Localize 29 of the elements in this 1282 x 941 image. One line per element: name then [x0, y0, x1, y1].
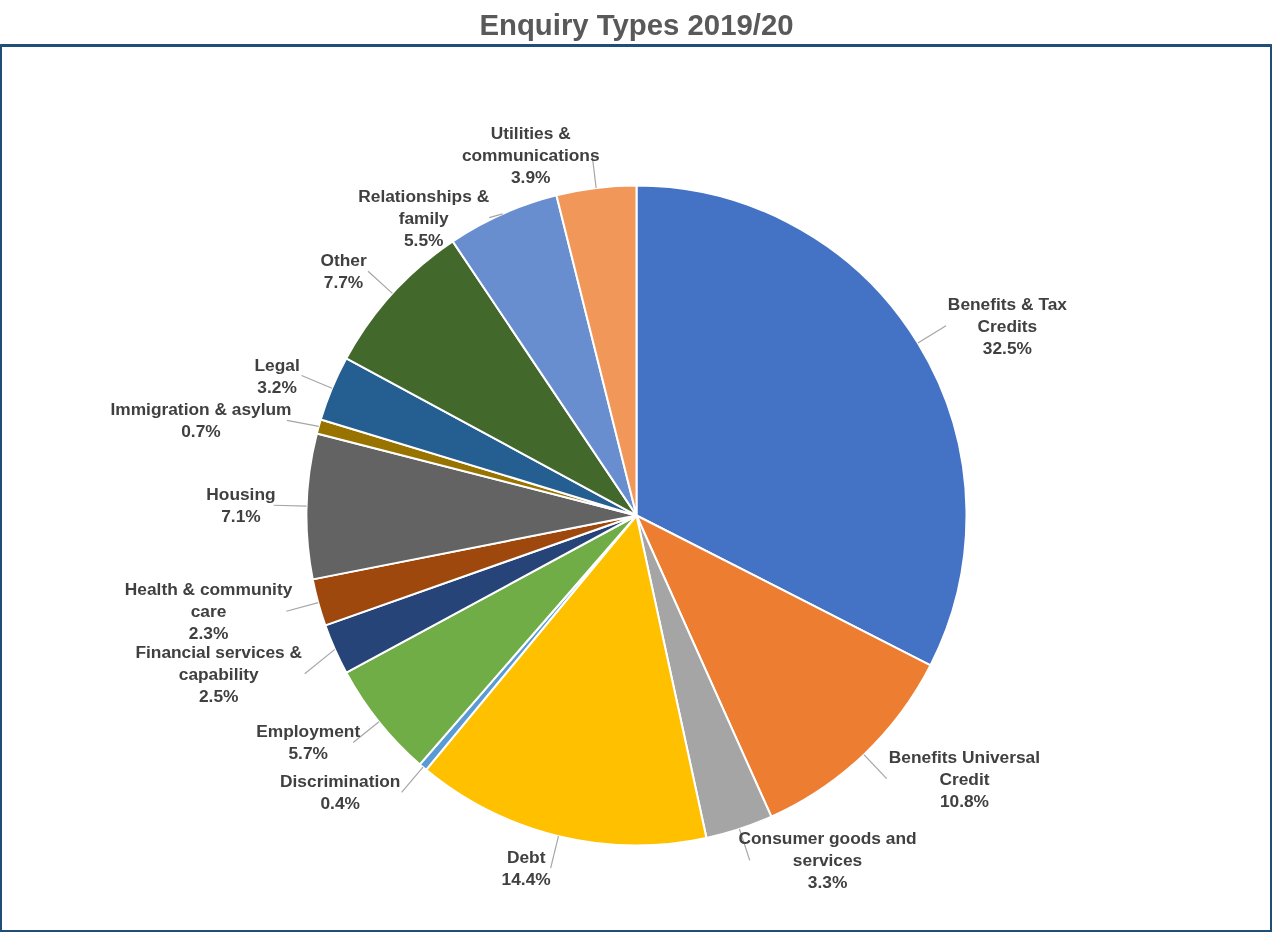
data-label: 5.5%	[403, 229, 444, 250]
data-label: 14.4%	[501, 869, 551, 890]
slice-label: Housing	[206, 484, 276, 505]
data-label: 7.1%	[221, 506, 261, 527]
slice-label: Consumer goods and services	[738, 828, 917, 871]
data-label: 7.7%	[323, 272, 364, 293]
slice-label: Utilities & communications	[461, 123, 600, 166]
data-label: 2.5%	[198, 685, 239, 706]
data-label: 32.5%	[982, 337, 1032, 358]
data-label: 5.7%	[288, 743, 328, 764]
slice-label: Immigration & asylum	[110, 399, 292, 420]
slice-label: Legal	[254, 354, 300, 375]
data-label: 3.9%	[510, 167, 551, 188]
slice-label: Debt	[506, 847, 546, 868]
data-label: 0.7%	[181, 421, 221, 442]
slice-label: Financial services & capability	[135, 641, 303, 684]
slice-label: Employment	[256, 721, 361, 742]
slice-label: Discrimination	[280, 771, 401, 792]
slice-label: Benefits & Tax Credits	[947, 293, 1068, 336]
data-label: 2.3%	[188, 623, 229, 644]
chart-title: Enquiry Types 2019/20	[479, 7, 794, 41]
slice-label: Health & community care	[124, 579, 293, 622]
data-label: 10.8%	[939, 790, 990, 811]
data-label: 0.4%	[320, 793, 360, 814]
slice-label: Benefits Universal Credit	[888, 746, 1041, 789]
data-label: 3.3%	[807, 872, 848, 893]
slice-label: Relationships & family	[358, 185, 490, 228]
slice-label: Other	[320, 250, 367, 271]
data-label: 3.2%	[257, 376, 297, 397]
